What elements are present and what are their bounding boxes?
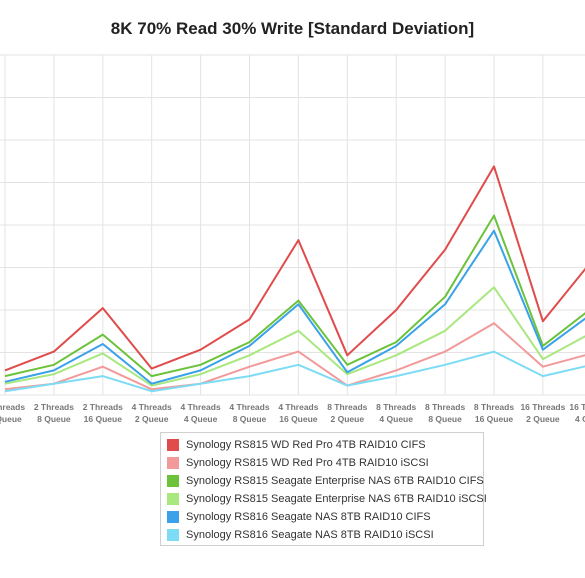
- x-tick-label: 8 Threads: [474, 402, 514, 412]
- x-tick-label: 2 Queue: [331, 414, 365, 424]
- x-tick-label: 4 Threads: [229, 402, 269, 412]
- legend: Synology RS815 WD Red Pro 4TB RAID10 CIF…: [160, 432, 487, 546]
- legend-label: Synology RS816 Seagate NAS 8TB RAID10 iS…: [186, 529, 434, 541]
- x-tick-label: 8 Threads: [376, 402, 416, 412]
- legend-swatch: [167, 493, 179, 505]
- series-line-6: [4, 350, 585, 393]
- x-tick-label: 8 Queue: [233, 414, 267, 424]
- x-tick-label: 2 Queue: [526, 414, 560, 424]
- legend-item[interactable]: Synology RS815 Seagate Enterprise NAS 6T…: [167, 490, 487, 508]
- x-tick-label: 4 Queue: [575, 414, 585, 424]
- x-tick-label: 8 Threads: [425, 402, 465, 412]
- series-line-1: [4, 165, 585, 372]
- legend-swatch: [167, 511, 179, 523]
- x-tick-label: 4 Threads: [181, 402, 221, 412]
- legend-swatch: [167, 475, 179, 487]
- x-tick-label: 16 Queue: [84, 414, 123, 424]
- x-tick-label: 2 Threads: [83, 402, 123, 412]
- legend-label: Synology RS815 WD Red Pro 4TB RAID10 CIF…: [186, 439, 426, 451]
- x-tick-label: 16 Queue: [279, 414, 318, 424]
- chart-title: 8K 70% Read 30% Write [Standard Deviatio…: [110, 19, 475, 38]
- x-tick-label: 4 Queue: [184, 414, 218, 424]
- legend-item[interactable]: Synology RS816 Seagate NAS 8TB RAID10 iS…: [167, 526, 483, 544]
- x-tick-label: 2 Queue: [135, 414, 169, 424]
- legend-swatch: [167, 529, 179, 541]
- legend-label: Synology RS815 Seagate Enterprise NAS 6T…: [186, 475, 484, 487]
- x-tick-label: 8 Queue: [37, 414, 71, 424]
- series-line-2: [4, 322, 585, 391]
- x-tick-label: 4 Threads: [278, 402, 318, 412]
- series-line-5: [4, 229, 585, 385]
- x-tick-label: 1 Threads: [0, 402, 25, 412]
- x-tick-label: 2 Threads: [34, 402, 74, 412]
- x-tick-label: 8 Threads: [327, 402, 367, 412]
- legend-item[interactable]: Synology RS816 Seagate NAS 8TB RAID10 CI…: [167, 508, 483, 526]
- x-tick-label: 8 Queue: [428, 414, 462, 424]
- series-lines: [4, 165, 585, 393]
- grid: [0, 54, 585, 396]
- series-line-3: [4, 214, 585, 378]
- legend-label: Synology RS816 Seagate NAS 8TB RAID10 CI…: [186, 511, 431, 523]
- legend-item[interactable]: Synology RS815 WD Red Pro 4TB RAID10 CIF…: [167, 436, 483, 454]
- legend-swatch: [167, 457, 179, 469]
- x-tick-label: 16 Queue: [475, 414, 514, 424]
- legend-item[interactable]: Synology RS815 WD Red Pro 4TB RAID10 iSC…: [167, 454, 483, 472]
- series-line-4: [4, 286, 585, 387]
- x-tick-label: 4 Queue: [379, 414, 413, 424]
- legend-label: Synology RS815 Seagate Enterprise NAS 6T…: [186, 493, 487, 505]
- x-tick-label: 4 Threads: [132, 402, 172, 412]
- legend-swatch: [167, 439, 179, 451]
- legend-item[interactable]: Synology RS815 Seagate Enterprise NAS 6T…: [167, 472, 484, 490]
- x-tick-label: 16 Threads: [569, 402, 585, 412]
- legend-label: Synology RS815 WD Red Pro 4TB RAID10 iSC…: [186, 457, 429, 469]
- x-axis-labels: 1 Threads 2 Queue 2 Threads 8 Queue 2 Thread…: [0, 402, 585, 424]
- x-tick-label: 16 Threads: [520, 402, 565, 412]
- x-tick-label: 2 Queue: [0, 414, 22, 424]
